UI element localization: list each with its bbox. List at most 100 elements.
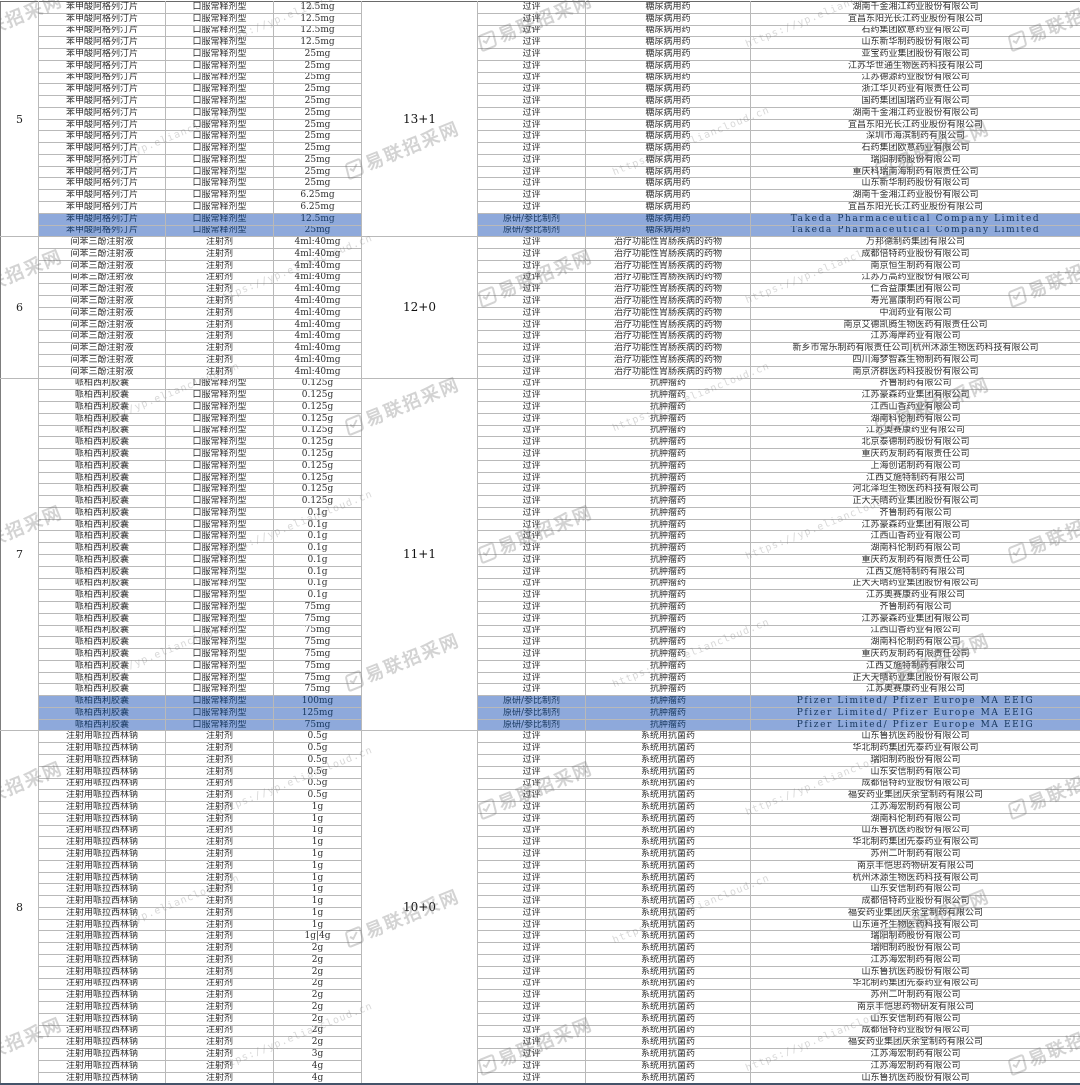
table-row: 哌柏西利胶囊 口服常释剂型 0.125g 过评 抗肿瘤药 江苏奥赛康药业有限公司 <box>1 424 1080 438</box>
cell-specification: 75mg <box>273 612 362 626</box>
cell-specification: 1g <box>273 836 362 850</box>
table-row: 哌柏西利胶囊 口服常释剂型 0.125g 过评 抗肿瘤药 重庆药友制药有限责任公司 <box>1 448 1080 461</box>
cell-dosage-form: 口服常释剂型 <box>165 706 274 720</box>
cell-status: 过评 <box>477 201 586 214</box>
table-row: 间苯三酚注射液 注射剂 4ml:40mg 过评 治疗功能性胃肠疾病的药物 南京艾德凯腾生物… <box>1 318 1080 332</box>
cell-drug-name: 注射用哌拉西林钠 <box>38 930 166 944</box>
cell-status: 过评 <box>477 1059 586 1073</box>
cell-specification: 1g <box>273 906 362 920</box>
cell-company: 中润药业有限公司 <box>750 306 1080 320</box>
cell-status: 过评 <box>477 118 586 132</box>
table-row: 注射用哌拉西林钠 注射剂 2g 过评 系统用抗菌药 华北制药集团先泰药业有限公司 <box>1 977 1080 991</box>
table-row: 注射用哌拉西林钠 注射剂 1g|4g 过评 系统用抗菌药 瑞阳制药股份有限公司 <box>1 930 1080 944</box>
cell-dosage-form: 注射剂 <box>165 965 274 979</box>
cell-drug-name: 注射用哌拉西林钠 <box>38 942 166 956</box>
cell-company: 福安药业集团庆余堂制药有限公司 <box>750 906 1080 920</box>
cell-drug-name: 哌柏西利胶囊 <box>38 589 166 603</box>
cell-drug-name: 哌柏西利胶囊 <box>38 542 166 555</box>
cell-drug-name: 哌柏西利胶囊 <box>38 577 166 591</box>
table-row: 间苯三酚注射液 注射剂 4ml:40mg 过评 治疗功能性胃肠疾病的药物 中润药业有限公司 <box>1 306 1080 320</box>
group-count-cell: 11+1 <box>361 377 478 732</box>
cell-drug-name: 苯甲酸阿格列汀片 <box>38 95 166 108</box>
cell-company: 江西山香药业有限公司 <box>750 530 1080 544</box>
cell-dosage-form: 注射剂 <box>165 342 274 355</box>
cell-status: 过评 <box>477 153 586 167</box>
cell-dosage-form: 口服常释剂型 <box>165 589 274 603</box>
cell-specification: 75mg <box>273 648 362 661</box>
cell-status: 过评 <box>477 1024 586 1038</box>
cell-specification: 25mg <box>273 106 362 120</box>
cell-category: 系统用抗菌药 <box>585 906 751 920</box>
cell-drug-name: 哌柏西利胶囊 <box>38 495 166 508</box>
cell-status: 过评 <box>477 95 586 108</box>
cell-category: 抗肿瘤药 <box>585 601 751 614</box>
table-row: 哌柏西利胶囊 口服常释剂型 0.125g 过评 抗肿瘤药 江西艾施特制药有限公司 <box>1 471 1080 485</box>
cell-status: 过评 <box>477 918 586 932</box>
cell-drug-name: 注射用哌拉西林钠 <box>38 1036 166 1050</box>
cell-status: 过评 <box>477 612 586 626</box>
cell-specification: 1g <box>273 801 362 814</box>
cell-company: 寿光富康制药有限公司 <box>750 295 1080 308</box>
cell-specification: 0.125g <box>273 436 362 450</box>
cell-drug-name: 注射用哌拉西林钠 <box>38 859 166 873</box>
cell-dosage-form: 注射剂 <box>165 824 274 838</box>
table-row: 间苯三酚注射液 注射剂 4ml:40mg 过评 治疗功能性胃肠疾病的药物 江苏海岸药业有限… <box>1 330 1080 344</box>
cell-category: 糖尿病用药 <box>585 130 751 144</box>
group-number-cell: 8 <box>0 730 39 1085</box>
cell-specification: 1g <box>273 824 362 838</box>
cell-company: 华北制药集团先泰药业有限公司 <box>750 977 1080 991</box>
table-row: 注射用哌拉西林钠 注射剂 3g 过评 系统用抗菌药 江苏海宏制药有限公司 <box>1 1048 1080 1061</box>
cell-category: 抗肿瘤药 <box>585 542 751 555</box>
cell-category: 系统用抗菌药 <box>585 918 751 932</box>
cell-dosage-form: 注射剂 <box>165 259 274 273</box>
group-count-cell: 12+0 <box>361 236 478 379</box>
cell-status: 过评 <box>477 530 586 544</box>
cell-company: 北京泰德制药股份有限公司 <box>750 436 1080 450</box>
cell-drug-name: 苯甲酸阿格列汀片 <box>38 1 166 14</box>
cell-drug-name: 哌柏西利胶囊 <box>38 401 166 414</box>
table-row: 哌柏西利胶囊 口服常释剂型 0.125g 过评 抗肿瘤药 正大天晴药业集团股份有限公司 <box>1 495 1080 508</box>
cell-status: 过评 <box>477 401 586 414</box>
table-row: 苯甲酸阿格列汀片 口服常释剂型 25mg 过评 糖尿病用药 山东新华制药股份有限公司 <box>1 177 1080 191</box>
cell-dosage-form: 注射剂 <box>165 306 274 320</box>
cell-dosage-form: 口服常释剂型 <box>165 59 274 73</box>
group-number-cell: 6 <box>0 236 39 379</box>
cell-category: 系统用抗菌药 <box>585 954 751 967</box>
cell-company: 南京丰恺思药物研发有限公司 <box>750 859 1080 873</box>
cell-specification: 3g <box>273 1048 362 1061</box>
cell-dosage-form: 口服常释剂型 <box>165 612 274 626</box>
cell-company: 宜昌东阳光长江药业股份有限公司 <box>750 201 1080 214</box>
cell-specification: 1g|4g <box>273 930 362 944</box>
cell-dosage-form: 口服常释剂型 <box>165 412 274 426</box>
cell-dosage-form: 口服常释剂型 <box>165 459 274 473</box>
cell-category: 治疗功能性胃肠疾病的药物 <box>585 236 751 250</box>
group-number-cell: 7 <box>0 377 39 732</box>
cell-specification: 2g <box>273 1024 362 1038</box>
cell-dosage-form: 注射剂 <box>165 977 274 991</box>
cell-specification: 0.1g <box>273 577 362 591</box>
cell-category: 系统用抗菌药 <box>585 930 751 944</box>
cell-specification: 2g <box>273 1001 362 1014</box>
cell-company: 南京济群医药科技股份有限公司 <box>750 365 1080 379</box>
table-row: 间苯三酚注射液 注射剂 4ml:40mg 过评 治疗功能性胃肠疾病的药物 仁合益康集团有限… <box>1 283 1080 297</box>
table-row: 哌柏西利胶囊 口服常释剂型 0.1g 过评 抗肿瘤药 江西艾施特制药有限公司 <box>1 565 1080 579</box>
table-row: 注射用哌拉西林钠 注射剂 0.5g 过评 系统用抗菌药 成都倍特药业股份有限公司 <box>1 777 1080 791</box>
table-row: 间苯三酚注射液 注射剂 4ml:40mg 过评 治疗功能性胃肠疾病的药物 新乡市常乐制药有… <box>1 342 1080 355</box>
cell-specification: 4ml:40mg <box>273 306 362 320</box>
cell-category: 糖尿病用药 <box>585 201 751 214</box>
cell-company: 成都倍特药业股份有限公司 <box>750 777 1080 791</box>
cell-drug-name: 间苯三酚注射液 <box>38 248 166 261</box>
cell-drug-name: 注射用哌拉西林钠 <box>38 777 166 791</box>
cell-company: 江苏奥赛康药业有限公司 <box>750 589 1080 603</box>
cell-dosage-form: 口服常释剂型 <box>165 12 274 26</box>
cell-drug-name: 注射用哌拉西林钠 <box>38 742 166 755</box>
cell-specification: 4ml:40mg <box>273 236 362 250</box>
cell-status: 过评 <box>477 824 586 838</box>
table-row: 注射用哌拉西林钠 注射剂 1g 过评 系统用抗菌药 山东道齐生物医药科技有限公司 <box>1 918 1080 932</box>
cell-category: 抗肿瘤药 <box>585 495 751 508</box>
cell-category: 抗肿瘤药 <box>585 553 751 567</box>
cell-drug-name: 注射用哌拉西林钠 <box>38 871 166 885</box>
table-row: 注射用哌拉西林钠 注射剂 0.5g 过评 系统用抗菌药 福安药业集团庆余堂制药有限公司 <box>1 789 1080 803</box>
cell-drug-name: 间苯三酚注射液 <box>38 365 166 379</box>
cell-category: 抗肿瘤药 <box>585 624 751 638</box>
